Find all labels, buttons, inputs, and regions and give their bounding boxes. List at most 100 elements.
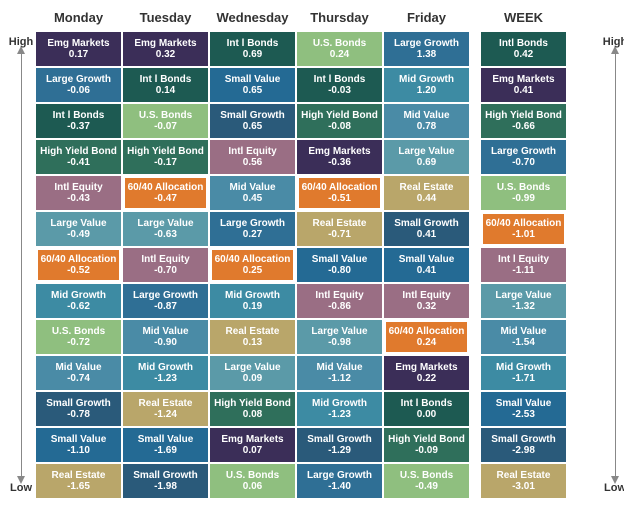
cell-value: -0.03	[328, 85, 351, 97]
cell-category: Small Value	[225, 74, 281, 86]
rank-cell: U.S. Bonds-0.72	[36, 320, 121, 354]
rank-cell: Small Value0.41	[384, 248, 469, 282]
cell-value: -1.69	[154, 445, 177, 457]
axis-arrow-icon	[615, 52, 616, 478]
cell-category: Mid Growth	[496, 362, 551, 374]
cell-value: -0.70	[154, 265, 177, 277]
cell-category: Large Growth	[491, 146, 556, 158]
cell-category: Mid Growth	[225, 290, 280, 302]
rank-row: Large Growth-0.06Int l Bonds0.14Small Va…	[36, 68, 600, 102]
cell-category: 60/40 Allocation	[215, 254, 291, 266]
cell-category: Small Growth	[394, 218, 458, 230]
cell-value: -0.07	[154, 121, 177, 133]
cell-value: -0.36	[328, 157, 351, 169]
cell-category: Large Growth	[394, 38, 459, 50]
cell-category: Real Estate	[400, 182, 454, 194]
rank-cell: Large Growth1.38	[384, 32, 469, 66]
rank-cell: High Yield Bond-0.09	[384, 428, 469, 462]
cell-category: Intl Equity	[54, 182, 102, 194]
rank-cell: Small Growth-1.29	[297, 428, 382, 462]
rank-cell: Small Growth-0.78	[36, 392, 121, 426]
cell-value: -1.54	[512, 337, 535, 349]
cell-value: -1.11	[512, 265, 534, 277]
cell-value: -0.70	[512, 157, 535, 169]
cell-value: 0.07	[243, 445, 262, 457]
cell-value: -1.23	[154, 373, 177, 385]
cell-category: High Yield Bond	[40, 146, 117, 158]
rank-cell: Intl Equity-0.70	[123, 248, 208, 282]
rank-cell: Int l Bonds0.69	[210, 32, 295, 66]
rank-cell: Int l Bonds0.00	[384, 392, 469, 426]
cell-value: -1.40	[328, 481, 351, 493]
cell-value: -1.23	[328, 409, 351, 421]
cell-category: Small Growth	[220, 110, 284, 122]
cell-value: -1.29	[328, 445, 351, 457]
rank-cell: Mid Growth-1.23	[297, 392, 382, 426]
cell-category: Mid Growth	[138, 362, 193, 374]
cell-category: U.S. Bonds	[226, 470, 279, 482]
cell-value: -0.98	[328, 337, 351, 349]
cell-value: -1.24	[154, 409, 177, 421]
cell-value: 0.42	[514, 49, 533, 61]
cell-category: Mid Value	[229, 182, 275, 194]
cell-value: 1.38	[417, 49, 436, 61]
rank-cell: Mid Value0.78	[384, 104, 469, 138]
cell-category: Large Value	[224, 362, 280, 374]
cell-category: High Yield Bond	[388, 434, 465, 446]
cell-value: 0.69	[417, 157, 436, 169]
cell-category: 60/40 Allocation	[128, 182, 204, 194]
cell-value: 0.06	[243, 481, 262, 493]
cell-value: -0.66	[512, 121, 535, 133]
cell-category: Small Growth	[491, 434, 555, 446]
cell-value: 0.17	[69, 49, 88, 61]
cell-value: -0.72	[67, 337, 90, 349]
cell-category: Int l Bonds	[53, 110, 105, 122]
cell-value: 0.13	[243, 337, 262, 349]
rank-cell: High Yield Bond-0.41	[36, 140, 121, 174]
cell-value: 0.41	[514, 85, 533, 97]
rank-cell: Large Value-1.32	[481, 284, 566, 318]
rank-row: Small Growth-0.78Real Estate-1.24High Yi…	[36, 392, 600, 426]
rank-cell: Mid Growth0.19	[210, 284, 295, 318]
cell-category: Int l Bonds	[401, 398, 453, 410]
cell-value: -1.65	[67, 481, 90, 493]
rank-cell: Small Value-1.10	[36, 428, 121, 462]
cell-category: U.S. Bonds	[313, 38, 366, 50]
cell-value: 0.00	[417, 409, 436, 421]
cell-value: 1.20	[417, 85, 436, 97]
column-header: Thursday	[297, 6, 382, 30]
rank-cell: Mid Growth-1.71	[481, 356, 566, 390]
cell-value: 0.32	[417, 301, 436, 313]
rank-cell: Mid Growth-1.23	[123, 356, 208, 390]
cell-category: Int l Bonds	[314, 74, 366, 86]
rank-cell: U.S. Bonds-0.49	[384, 464, 469, 498]
grid: MondayTuesdayWednesdayThursdayFridayWEEK…	[36, 6, 600, 500]
cell-value: 0.22	[417, 373, 436, 385]
cell-category: Small Growth	[133, 470, 197, 482]
cell-value: 0.45	[243, 193, 262, 205]
cell-category: Real Estate	[52, 470, 106, 482]
cell-category: High Yield Bond	[127, 146, 204, 158]
cell-value: -0.62	[67, 301, 90, 313]
rank-cell: 60/40 Allocation-1.01	[481, 212, 566, 246]
cell-category: Mid Value	[316, 362, 362, 374]
cell-category: Small Value	[312, 254, 368, 266]
cell-category: Intl Equity	[141, 254, 189, 266]
rank-cell: Real Estate-0.71	[297, 212, 382, 246]
rank-cell: Real Estate-1.65	[36, 464, 121, 498]
cell-category: Intl Equity	[228, 146, 276, 158]
cell-category: Large Value	[311, 326, 367, 338]
rank-cell: Large Growth-0.06	[36, 68, 121, 102]
cell-category: Large Growth	[307, 470, 372, 482]
rank-cell: Large Value0.09	[210, 356, 295, 390]
cell-category: Real Estate	[139, 398, 193, 410]
cell-category: Mid Value	[403, 110, 449, 122]
cell-value: -0.74	[67, 373, 90, 385]
cell-category: Emg Markets	[492, 74, 554, 86]
rank-cell: Intl Bonds0.42	[481, 32, 566, 66]
cell-category: Small Value	[138, 434, 194, 446]
cell-value: -1.71	[512, 373, 535, 385]
cell-value: -2.53	[512, 409, 535, 421]
cell-value: -0.41	[67, 157, 90, 169]
rank-row: 60/40 Allocation-0.52Intl Equity-0.7060/…	[36, 248, 600, 282]
